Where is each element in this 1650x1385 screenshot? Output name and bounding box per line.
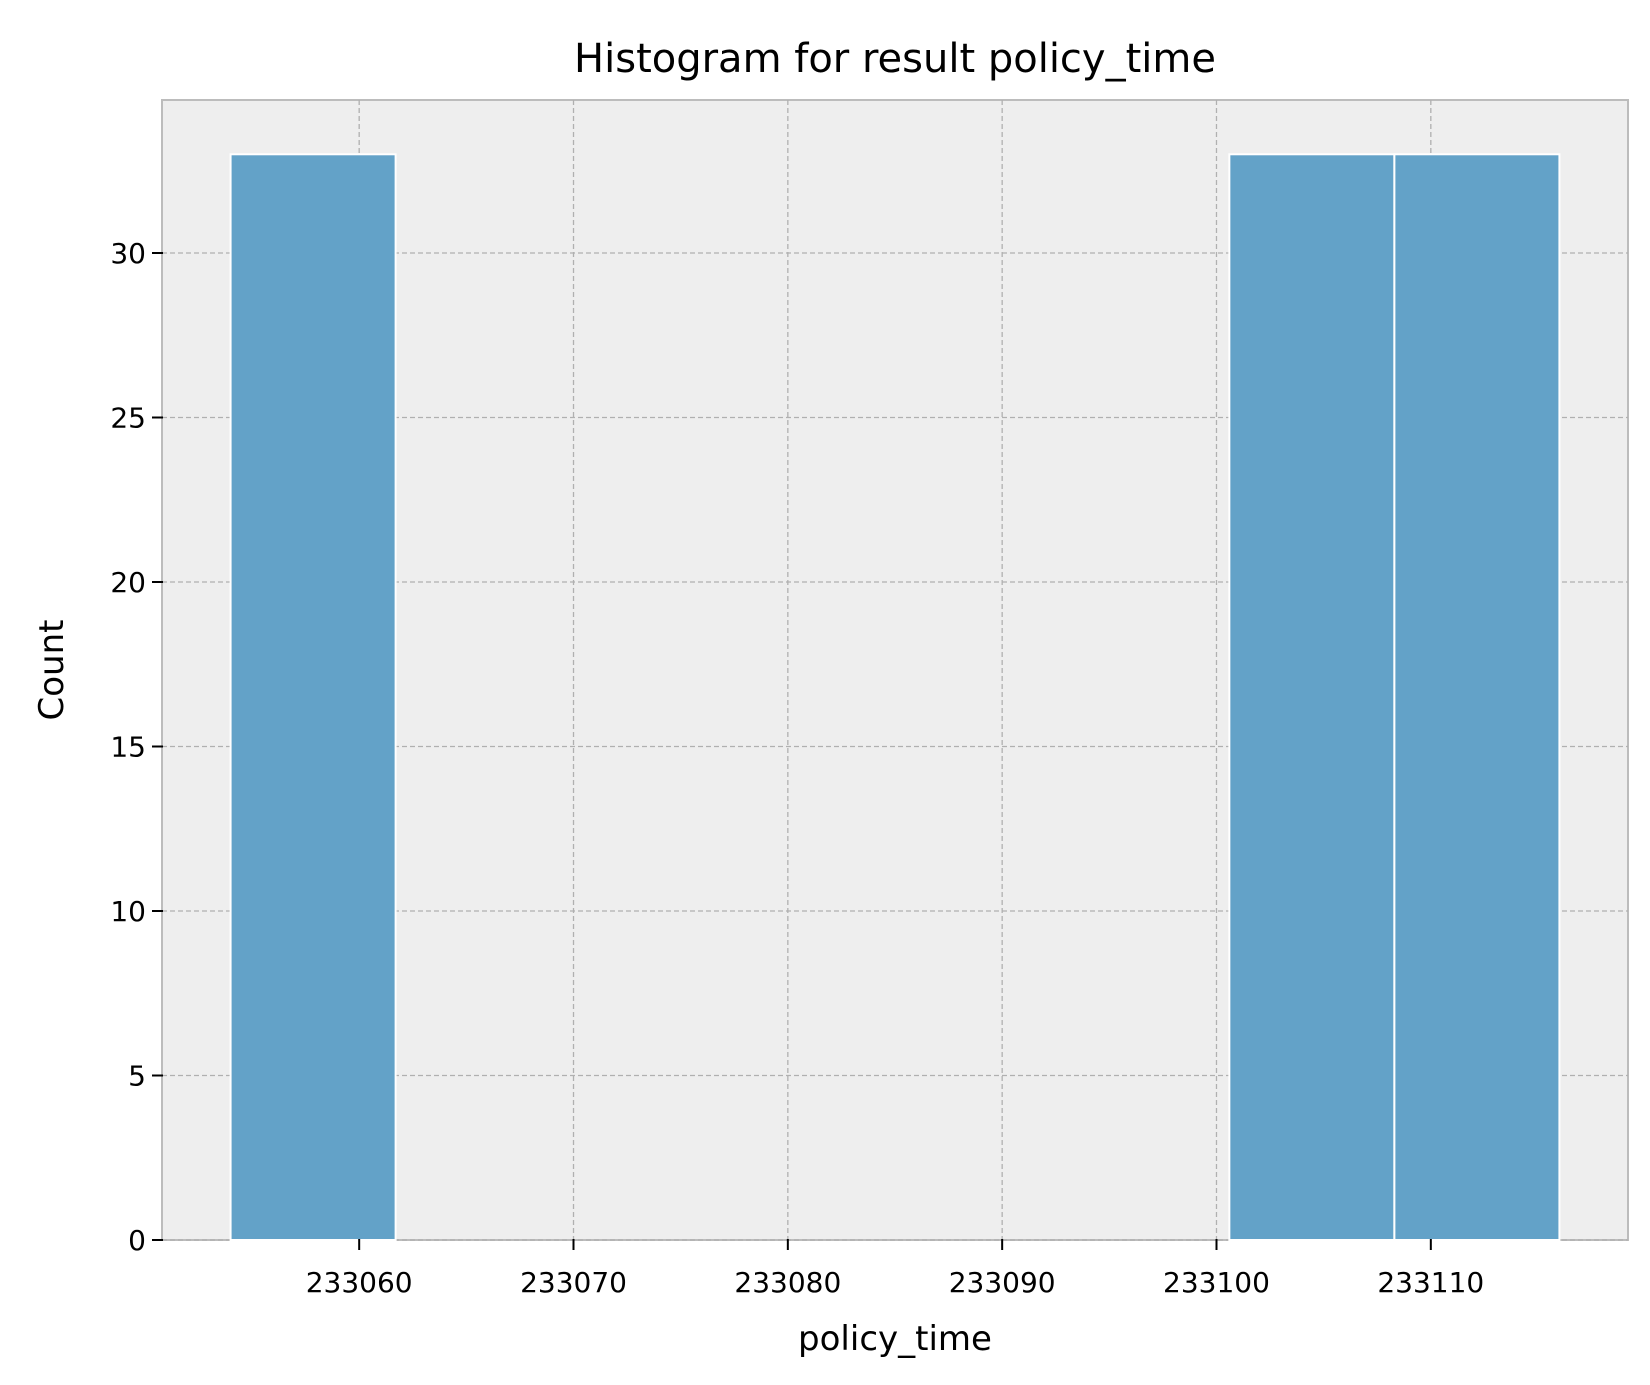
chart-title: Histogram for result policy_time [574, 36, 1216, 82]
x-tick-label: 233110 [1377, 1266, 1484, 1299]
histogram-bar [229, 153, 397, 1241]
y-axis-label: Count [32, 620, 72, 721]
y-tick-label: 15 [110, 730, 146, 763]
x-tick-label: 233100 [1163, 1266, 1270, 1299]
y-tick-label: 25 [110, 401, 146, 434]
y-tick-label: 5 [128, 1059, 146, 1092]
x-tick-label: 233080 [734, 1266, 841, 1299]
histogram-bar [1228, 153, 1396, 1241]
x-tick-label: 233090 [949, 1266, 1056, 1299]
x-tick-label: 233070 [520, 1266, 627, 1299]
histogram-bar [1393, 153, 1561, 1241]
y-axis-ticks: 0 5 10 15 20 25 30 [110, 237, 163, 1257]
y-tick-label: 0 [128, 1224, 146, 1257]
y-tick-label: 20 [110, 566, 146, 599]
bars [229, 153, 1561, 1241]
x-axis-label: policy_time [798, 1319, 992, 1359]
x-tick-label: 233060 [306, 1266, 413, 1299]
y-tick-label: 30 [110, 237, 146, 270]
x-axis-ticks: 233060 233070 233080 233090 233100 233110 [306, 1239, 1484, 1299]
y-tick-label: 10 [110, 895, 146, 928]
